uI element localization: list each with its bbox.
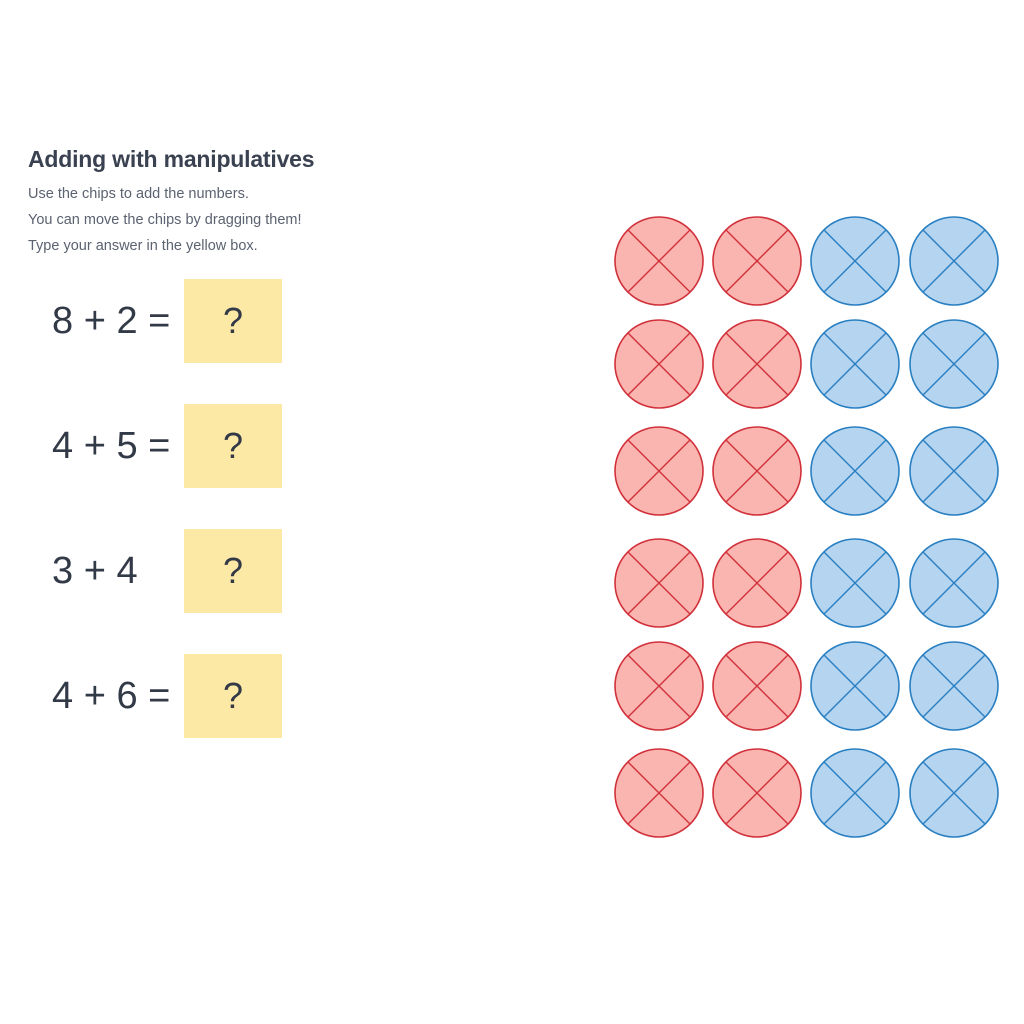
blue-chip[interactable] (810, 538, 900, 628)
x-mark-chip-icon (725, 439, 789, 503)
red-chip[interactable] (712, 748, 802, 838)
answer-input[interactable] (184, 529, 282, 613)
red-chip[interactable] (712, 319, 802, 409)
blue-chip[interactable] (810, 216, 900, 306)
red-chip[interactable] (614, 748, 704, 838)
answer-input[interactable] (184, 654, 282, 738)
x-mark-chip-icon (823, 332, 887, 396)
x-mark-chip-icon (922, 761, 986, 825)
problem-3: 3 + 4 (52, 529, 292, 613)
x-mark-chip-icon (922, 439, 986, 503)
red-chip[interactable] (712, 216, 802, 306)
x-mark-chip-icon (922, 229, 986, 293)
blue-chip[interactable] (909, 748, 999, 838)
blue-chip[interactable] (909, 426, 999, 516)
x-mark-chip-icon (627, 761, 691, 825)
equation-text: 3 + 4 (52, 550, 138, 592)
answer-input[interactable] (184, 279, 282, 363)
red-chip[interactable] (712, 641, 802, 731)
x-mark-chip-icon (823, 654, 887, 718)
instruction-line-3: Type your answer in the yellow box. (28, 238, 258, 254)
red-chip[interactable] (614, 426, 704, 516)
blue-chip[interactable] (810, 748, 900, 838)
x-mark-chip-icon (922, 654, 986, 718)
blue-chip[interactable] (810, 641, 900, 731)
x-mark-chip-icon (627, 654, 691, 718)
red-chip[interactable] (614, 216, 704, 306)
x-mark-chip-icon (627, 229, 691, 293)
problem-2: 4 + 5 = (52, 404, 292, 488)
x-mark-chip-icon (627, 439, 691, 503)
problem-4: 4 + 6 = (52, 654, 292, 738)
x-mark-chip-icon (823, 761, 887, 825)
instruction-line-2: You can move the chips by dragging them! (28, 212, 302, 228)
x-mark-chip-icon (725, 229, 789, 293)
blue-chip[interactable] (810, 426, 900, 516)
x-mark-chip-icon (823, 439, 887, 503)
answer-input[interactable] (184, 404, 282, 488)
blue-chip[interactable] (909, 641, 999, 731)
blue-chip[interactable] (909, 538, 999, 628)
blue-chip[interactable] (810, 319, 900, 409)
problem-1: 8 + 2 = (52, 279, 292, 363)
x-mark-chip-icon (627, 551, 691, 615)
x-mark-chip-icon (725, 761, 789, 825)
x-mark-chip-icon (725, 332, 789, 396)
red-chip[interactable] (614, 538, 704, 628)
instruction-line-1: Use the chips to add the numbers. (28, 186, 249, 202)
equation-text: 8 + 2 = (52, 300, 171, 342)
x-mark-chip-icon (725, 654, 789, 718)
equation-text: 4 + 5 = (52, 425, 171, 467)
equation-text: 4 + 6 = (52, 675, 171, 717)
blue-chip[interactable] (909, 319, 999, 409)
red-chip[interactable] (614, 641, 704, 731)
x-mark-chip-icon (725, 551, 789, 615)
x-mark-chip-icon (823, 551, 887, 615)
red-chip[interactable] (712, 538, 802, 628)
blue-chip[interactable] (909, 216, 999, 306)
red-chip[interactable] (712, 426, 802, 516)
x-mark-chip-icon (627, 332, 691, 396)
x-mark-chip-icon (922, 551, 986, 615)
red-chip[interactable] (614, 319, 704, 409)
page-title: Adding with manipulatives (28, 146, 315, 172)
x-mark-chip-icon (922, 332, 986, 396)
x-mark-chip-icon (823, 229, 887, 293)
